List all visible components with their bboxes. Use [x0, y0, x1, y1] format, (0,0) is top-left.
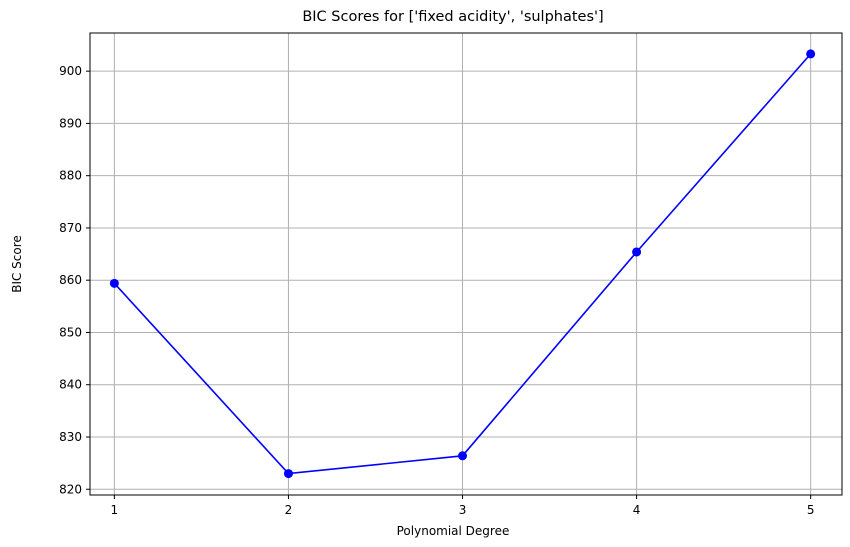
y-tick-label: 820 [59, 482, 82, 496]
grid [90, 33, 842, 495]
x-axis-label: Polynomial Degree [397, 524, 510, 538]
data-point [632, 247, 642, 257]
data-point [806, 49, 816, 59]
y-tick-label: 890 [59, 116, 82, 130]
x-tick-label: 4 [633, 503, 641, 517]
y-tick-label: 830 [59, 430, 82, 444]
x-tick-label: 5 [807, 503, 815, 517]
y-tick-label: 880 [59, 169, 82, 183]
x-tick-label: 2 [285, 503, 293, 517]
y-tick-label: 860 [59, 273, 82, 287]
data-point [109, 278, 119, 288]
data-point [283, 469, 293, 479]
data-point [458, 451, 468, 461]
plot-frame [89, 32, 843, 496]
x-tick-label: 1 [111, 503, 119, 517]
y-axis-label: BIC Score [10, 235, 24, 293]
axis-ticks: 1 2 3 4 5 820 830 840 850 860 870 880 890 900 [59, 64, 814, 517]
y-tick-label: 870 [59, 221, 82, 235]
y-tick-label: 900 [59, 64, 82, 78]
y-tick-label: 840 [59, 378, 82, 392]
y-tick-label: 850 [59, 325, 82, 339]
chart-title: BIC Scores for ['fixed acidity', 'sulpha… [302, 9, 603, 25]
series [109, 49, 816, 479]
x-tick-label: 3 [459, 503, 467, 517]
